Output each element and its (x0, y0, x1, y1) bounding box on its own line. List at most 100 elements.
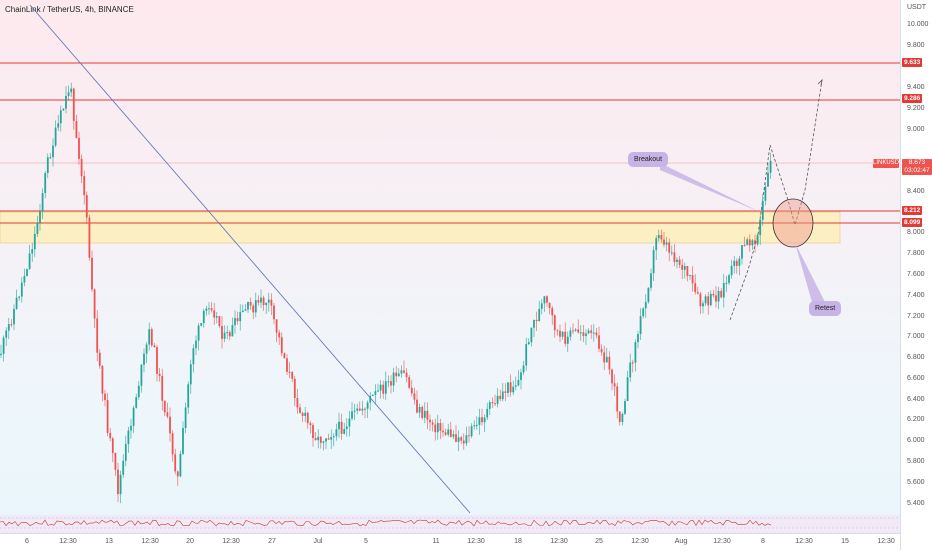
level-tag-9286[interactable]: 9.286 (902, 94, 923, 103)
candle (358, 401, 361, 412)
candle (179, 450, 182, 478)
candle-body (605, 356, 608, 363)
candle-body (54, 127, 57, 146)
candle (605, 347, 608, 363)
candle-body (366, 402, 369, 409)
candle (405, 368, 408, 383)
candle (741, 245, 743, 265)
candle (83, 170, 86, 205)
candle-body (189, 364, 192, 385)
candle (520, 368, 522, 390)
candle (122, 454, 125, 479)
candle (395, 365, 398, 383)
candle-body (215, 316, 218, 318)
candle (390, 375, 392, 394)
candle-body (538, 308, 541, 322)
candle (663, 231, 665, 248)
candle (210, 301, 213, 313)
price-tick: 5.800 (907, 458, 925, 465)
candle (507, 382, 509, 398)
candle (725, 275, 728, 293)
candle-body (585, 333, 587, 336)
time-label: 12:30 (713, 538, 731, 545)
candle (215, 311, 218, 324)
candle-body (647, 287, 650, 302)
candle (267, 292, 270, 312)
candle-body (741, 245, 743, 259)
candle (478, 408, 481, 435)
candle-body (470, 426, 473, 437)
chart-pane[interactable]: ChainLink / TetherUS, 4h, BINANCE Breako… (0, 0, 900, 533)
oscillator-pane (0, 515, 900, 533)
candle (18, 296, 21, 301)
candle (748, 234, 751, 252)
candle-body (301, 412, 304, 416)
candle-body (475, 424, 478, 426)
candle-body (62, 108, 65, 111)
candle (296, 388, 299, 414)
candle (738, 255, 741, 276)
candle (473, 420, 476, 430)
candle (247, 301, 249, 313)
candle-body (715, 295, 717, 302)
candle-body (184, 407, 187, 429)
candle-body (582, 332, 585, 336)
candle-body (106, 400, 109, 433)
candle-body (735, 260, 738, 266)
candle (387, 375, 390, 388)
candle-body (15, 297, 18, 309)
candle (655, 235, 658, 260)
candle-body (351, 411, 353, 419)
candle (494, 394, 496, 407)
ticker-tag: LINKUSDT (873, 159, 900, 168)
candle (572, 323, 574, 334)
level-tag-8212[interactable]: 8.212 (902, 206, 923, 215)
candle (465, 426, 468, 447)
candle (504, 383, 507, 402)
candle-body (280, 337, 283, 354)
candle (525, 337, 528, 371)
retest-callout[interactable]: Retest (809, 301, 842, 316)
candle-body (561, 331, 564, 337)
candle-body (179, 453, 182, 477)
candle-body (665, 242, 668, 245)
candle-body (626, 377, 629, 402)
candle-body (319, 436, 322, 443)
candle (637, 330, 639, 349)
candle (369, 392, 372, 411)
candle-body (202, 310, 205, 324)
candle-body (514, 385, 517, 387)
live-price-tag[interactable]: 8.673 03:02:47 (902, 159, 932, 175)
candle-body (590, 330, 593, 333)
candle (512, 380, 515, 396)
candle-body (283, 353, 286, 359)
level-tag-9633[interactable]: 9.633 (902, 58, 923, 67)
time-label: Jul (313, 538, 323, 545)
symbol-title[interactable]: ChainLink / TetherUS, 4h, BINANCE (5, 5, 134, 14)
candle (228, 330, 231, 341)
candle (132, 405, 135, 434)
level-tag-8099[interactable]: 8.099 (902, 218, 923, 227)
candle-body (330, 437, 333, 440)
candle (530, 327, 533, 347)
price-axis[interactable]: USDT 10.000 9.800 9.400 9.200 9.000 8.40… (900, 0, 932, 550)
candle-body (260, 297, 262, 303)
time-axis[interactable]: 6 12:30 13 12:30 20 12:30 27 Jul 5 11 12… (0, 533, 900, 551)
chart-canvas[interactable] (0, 0, 900, 533)
candle (735, 258, 738, 274)
candle (715, 286, 717, 308)
candle (621, 412, 624, 426)
candle-body (140, 364, 143, 386)
candle-body (275, 319, 278, 333)
candle (158, 368, 161, 382)
candle-body (257, 300, 260, 303)
breakout-callout[interactable]: Breakout (628, 152, 669, 167)
candle (668, 238, 671, 262)
candle-body (390, 381, 392, 386)
candle-body (540, 303, 543, 309)
candle (319, 435, 322, 449)
candle (462, 433, 465, 450)
candle-body (291, 372, 294, 379)
candle-body (709, 293, 712, 306)
